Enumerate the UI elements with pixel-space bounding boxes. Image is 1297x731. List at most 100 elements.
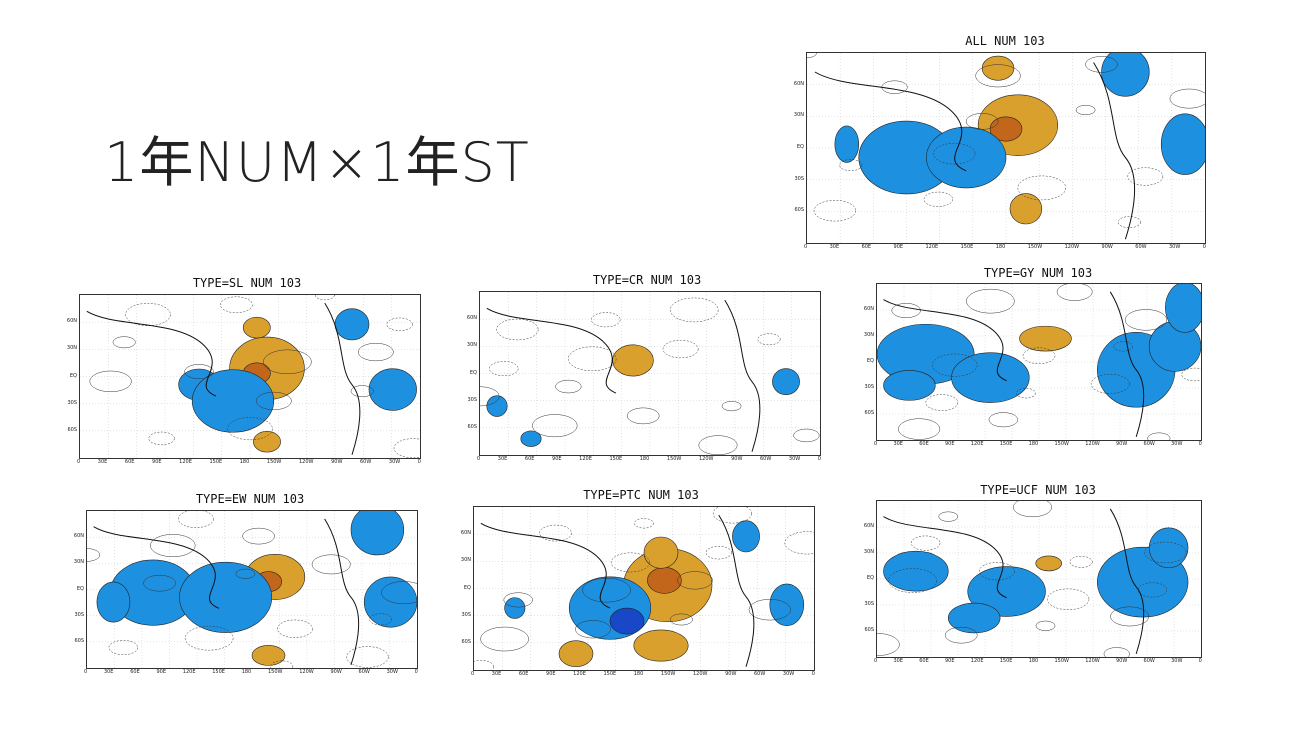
lon-tick-label: 90E [156,669,167,675]
coastline [86,310,217,397]
lon-tick-label: 150W [1054,441,1069,447]
lon-tick-label: 0 [804,244,808,250]
lat-tick-label: 60N [793,80,804,87]
lat-tick-label: EQ [76,585,84,592]
lon-tick-label: 120W [298,459,314,465]
lon-tick-label: 60E [524,456,535,462]
positive-anomaly-core [647,567,682,594]
contour-line [793,428,820,443]
lon-tick-label: 180 [239,459,250,465]
contour-line [270,660,294,668]
lat-tick-label: EQ [866,575,874,581]
lon-tick-label: 0 [874,658,878,664]
contour-line [910,535,941,551]
panel-title: TYPE=UCF NUM 103 [980,483,1096,497]
contour-line [979,562,1015,581]
lat-tick-label: EQ [866,358,874,364]
contour-line [898,418,941,440]
positive-anomaly [1009,193,1043,225]
coastline [718,514,755,667]
lon-tick-label: 90W [725,671,737,677]
anomaly-map [480,292,820,455]
lon-tick-label: 90W [1101,244,1113,250]
lon-tick-label: 60W [1143,441,1155,447]
panel-title: TYPE=CR NUM 103 [592,273,702,287]
lon-tick-label: 0 [817,456,821,462]
coastline [883,299,1007,382]
contour-line [1047,588,1090,610]
panel-title: TYPE=SL NUM 103 [192,276,302,290]
anomaly-map [877,284,1201,440]
contour-line [314,295,335,301]
lon-tick-label: 30W [782,671,795,677]
contour-line [1103,647,1130,657]
contour-line [1113,341,1134,352]
contour-line [242,527,275,545]
negative-anomaly [1148,527,1189,569]
contour-line [748,599,791,621]
lat-tick-label: 60N [863,306,874,312]
map-panel-gy: TYPE=GY NUM 103 60N 30N EQ 30S 60S 0 30E 60E 90E… [862,264,1214,454]
contour-line [235,568,256,579]
contour-line [178,511,214,528]
contour-line [386,317,413,331]
lon-tick-label: 150E [999,441,1013,447]
contour-line [184,625,234,651]
contour-line [591,312,621,328]
lat-tick-label: 30S [467,396,477,403]
map-panel-cr: TYPE=CR NUM 103 60N 30N EQ 30S 60S 0 30E 60E 90E… [462,271,832,467]
lat-tick-label: 30S [864,384,874,390]
contour-line [575,620,611,639]
negative-anomaly [1165,284,1201,333]
contour-line [944,626,978,644]
lat-tick-label: 30S [461,611,471,618]
lon-tick-label: 90W [731,456,743,462]
lat-tick-label: 30N [73,559,84,566]
lon-tick-label: 60E [919,658,929,664]
panel-title: TYPE=GY NUM 103 [983,266,1093,280]
lat-tick-label: 60S [864,627,874,633]
lon-tick-label: 150E [212,669,225,675]
contour-line [1127,167,1164,186]
contour-line [87,548,101,562]
coastline [324,302,361,455]
contour-line [938,511,959,522]
lon-tick-label: 30E [491,671,502,677]
contour-line [148,431,175,446]
contour-line [369,613,393,626]
coastline [480,522,611,609]
negative-anomaly [368,368,417,411]
map-area [79,294,421,459]
lat-tick-label: 60S [467,423,477,430]
negative-anomaly [951,352,1030,403]
contour-line [277,619,313,638]
contour-line [698,435,738,455]
map-panel-ew: TYPE=EW NUM 103 60N 30N EQ 30S 60S 0 30E 60E 90E… [70,490,430,678]
map-area [876,283,1202,441]
anomaly-map [87,511,417,668]
panel-title: ALL NUM 103 [965,34,1045,48]
contour-line [1124,309,1167,331]
anomaly-map [877,501,1201,657]
negative-anomaly [486,395,508,417]
contour-line [669,297,719,323]
contour-line [1169,88,1205,109]
lon-tick-label: 0 [471,671,475,677]
contour-line [1085,56,1118,73]
contour-line [705,545,732,560]
lon-tick-label: 30E [97,459,108,465]
lon-tick-label: 120E [179,459,192,465]
lon-tick-label: 150E [209,459,223,465]
lon-tick-label: 180 [241,669,252,675]
lon-tick-label: 90W [1115,658,1128,664]
lat-tick-label: 60S [461,638,471,645]
contour-line [220,296,253,314]
panel-title: TYPE=PTC NUM 103 [583,488,699,502]
lon-tick-label: 150E [999,658,1013,664]
positive-anomaly [558,640,594,668]
lat-tick-label: 30N [460,557,471,564]
lon-tick-label: 60E [919,441,929,447]
lon-tick-label: 60W [359,459,372,465]
coastline [724,299,761,452]
contour-line [925,394,959,411]
